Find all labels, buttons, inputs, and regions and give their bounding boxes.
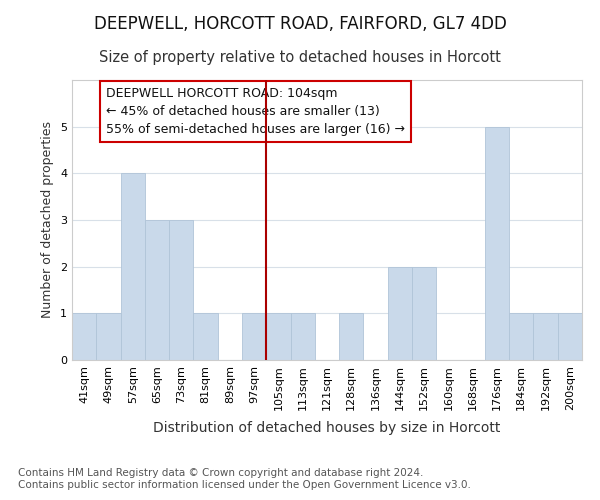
- Text: Size of property relative to detached houses in Horcott: Size of property relative to detached ho…: [99, 50, 501, 65]
- Bar: [485, 126, 509, 360]
- Bar: [339, 314, 364, 360]
- X-axis label: Distribution of detached houses by size in Horcott: Distribution of detached houses by size …: [154, 421, 500, 435]
- Text: DEEPWELL, HORCOTT ROAD, FAIRFORD, GL7 4DD: DEEPWELL, HORCOTT ROAD, FAIRFORD, GL7 4D…: [94, 15, 506, 33]
- Bar: [169, 220, 193, 360]
- Bar: [388, 266, 412, 360]
- Bar: [412, 266, 436, 360]
- Bar: [242, 314, 266, 360]
- Bar: [533, 314, 558, 360]
- Bar: [558, 314, 582, 360]
- Bar: [96, 314, 121, 360]
- Text: Contains HM Land Registry data © Crown copyright and database right 2024.
Contai: Contains HM Land Registry data © Crown c…: [18, 468, 471, 490]
- Y-axis label: Number of detached properties: Number of detached properties: [41, 122, 55, 318]
- Bar: [266, 314, 290, 360]
- Bar: [121, 174, 145, 360]
- Bar: [290, 314, 315, 360]
- Bar: [509, 314, 533, 360]
- Bar: [145, 220, 169, 360]
- Bar: [193, 314, 218, 360]
- Text: DEEPWELL HORCOTT ROAD: 104sqm
← 45% of detached houses are smaller (13)
55% of s: DEEPWELL HORCOTT ROAD: 104sqm ← 45% of d…: [106, 87, 405, 136]
- Bar: [72, 314, 96, 360]
